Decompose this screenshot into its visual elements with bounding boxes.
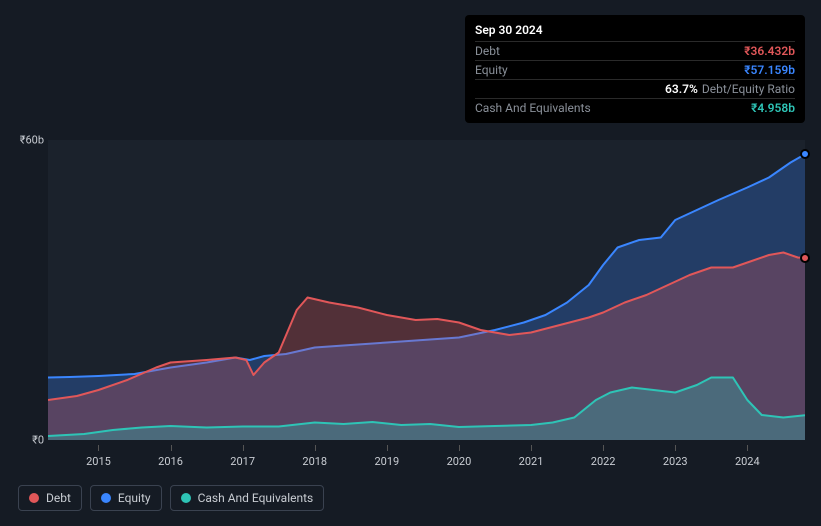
chart-svg [48,140,805,440]
legend-item[interactable]: Equity [90,485,162,511]
ratio-label: Debt/Equity Ratio [702,82,795,96]
chart-legend: Debt Equity Cash And Equivalents [18,485,324,511]
tooltip-date-row: Sep 30 2024 [475,21,795,42]
legend-label: Equity [118,491,151,505]
legend-swatch [181,493,191,503]
x-axis-label: 2019 [374,455,399,468]
y-axis-label: ₹0 [32,434,44,447]
debt-equity-chart[interactable]: ₹60b₹0 201520162017201820192020202120222… [0,120,821,460]
chart-tooltip: Sep 30 2024 Debt ₹36.432b Equity ₹57.159… [465,15,805,123]
tooltip-value: ₹36.432b [744,44,795,58]
tooltip-row-equity: Equity ₹57.159b [475,61,795,80]
x-axis-tick [675,445,676,451]
legend-item[interactable]: Debt [18,485,82,511]
x-axis-label: 2022 [591,455,616,468]
tooltip-value: ₹57.159b [744,63,795,77]
x-axis-label: 2016 [158,455,183,468]
x-axis-tick [387,445,388,451]
legend-swatch [101,493,111,503]
x-axis-tick [98,445,99,451]
x-axis-label: 2024 [735,455,760,468]
chart-plot-area[interactable] [48,140,805,440]
x-axis-tick [603,445,604,451]
tooltip-date: Sep 30 2024 [475,23,543,37]
tooltip-label [475,82,665,96]
tooltip-label: Cash And Equivalents [475,101,751,115]
x-axis-tick [171,445,172,451]
x-axis-tick [315,445,316,451]
x-axis-label: 2015 [86,455,111,468]
legend-swatch [29,493,39,503]
tooltip-row-cash: Cash And Equivalents ₹4.958b [475,99,795,117]
ratio-pct: 63.7% [665,82,698,96]
legend-label: Cash And Equivalents [198,491,314,505]
y-axis-label: ₹60b [20,134,44,147]
legend-item[interactable]: Cash And Equivalents [170,485,325,511]
x-axis-label: 2020 [447,455,472,468]
x-axis-label: 2023 [663,455,688,468]
series-end-marker [800,253,810,263]
legend-label: Debt [46,491,71,505]
x-axis-label: 2021 [519,455,544,468]
series-end-marker [800,149,810,159]
tooltip-row-debt: Debt ₹36.432b [475,42,795,61]
tooltip-row-ratio: 63.7% Debt/Equity Ratio [475,80,795,99]
y-axis: ₹60b ₹0 [0,120,48,460]
x-axis: 2015 2016 2017 2018 2019 2020 2021 2022 2023 2024 [48,445,805,465]
tooltip-value: ₹4.958b [751,101,795,115]
tooltip-value: 63.7% Debt/Equity Ratio [665,82,795,96]
x-axis-tick [747,445,748,451]
x-axis-tick [531,445,532,451]
x-axis-label: 2017 [230,455,255,468]
x-axis-tick [459,445,460,451]
x-axis-tick [243,445,244,451]
x-axis-label: 2018 [302,455,327,468]
tooltip-label: Debt [475,44,744,58]
tooltip-label: Equity [475,63,744,77]
